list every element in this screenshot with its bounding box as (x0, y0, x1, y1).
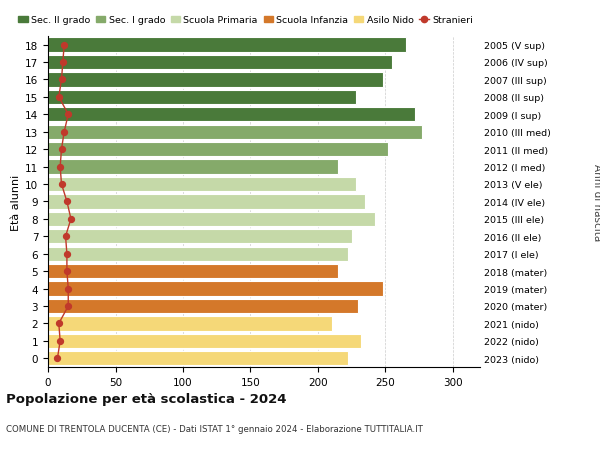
Text: Popolazione per età scolastica - 2024: Popolazione per età scolastica - 2024 (6, 392, 287, 405)
Point (56, 181, 67, 188)
Point (64, 302, 73, 310)
Bar (48, 230, 352, 244)
Text: Anni di nascita: Anni di nascita (592, 163, 600, 241)
Bar (48, 282, 383, 296)
Bar (48, 317, 331, 331)
Bar (48, 334, 361, 348)
Bar (48, 38, 406, 52)
Point (56, 146, 67, 153)
Point (62, 198, 72, 206)
Point (62, 268, 72, 275)
Bar (48, 212, 374, 226)
Bar (48, 143, 388, 157)
Text: COMUNE DI TRENTOLA DUCENTA (CE) - Dati ISTAT 1° gennaio 2024 - Elaborazione TUTT: COMUNE DI TRENTOLA DUCENTA (CE) - Dati I… (6, 425, 423, 434)
Point (66, 216, 76, 223)
Bar (48, 299, 358, 313)
Point (64, 112, 73, 119)
Point (61, 233, 70, 241)
Point (58, 59, 68, 67)
Point (62, 251, 72, 258)
Bar (48, 264, 338, 279)
Point (55, 163, 65, 171)
Bar (48, 352, 348, 366)
Point (59, 129, 69, 136)
Bar (48, 56, 392, 70)
Bar (48, 195, 365, 209)
Bar (48, 125, 422, 140)
Bar (48, 73, 383, 87)
Legend: Sec. II grado, Sec. I grado, Scuola Primaria, Scuola Infanzia, Asilo Nido, Stran: Sec. II grado, Sec. I grado, Scuola Prim… (18, 17, 473, 25)
Point (55, 337, 65, 345)
Point (56, 77, 67, 84)
Point (54, 94, 64, 101)
Bar (48, 108, 415, 122)
Y-axis label: Età alunni: Età alunni (11, 174, 21, 230)
Point (54, 320, 64, 327)
Bar (48, 90, 356, 105)
Bar (48, 160, 338, 174)
Point (53, 355, 62, 362)
Bar (48, 178, 356, 192)
Point (64, 285, 73, 292)
Point (59, 42, 69, 49)
Bar (48, 247, 348, 261)
